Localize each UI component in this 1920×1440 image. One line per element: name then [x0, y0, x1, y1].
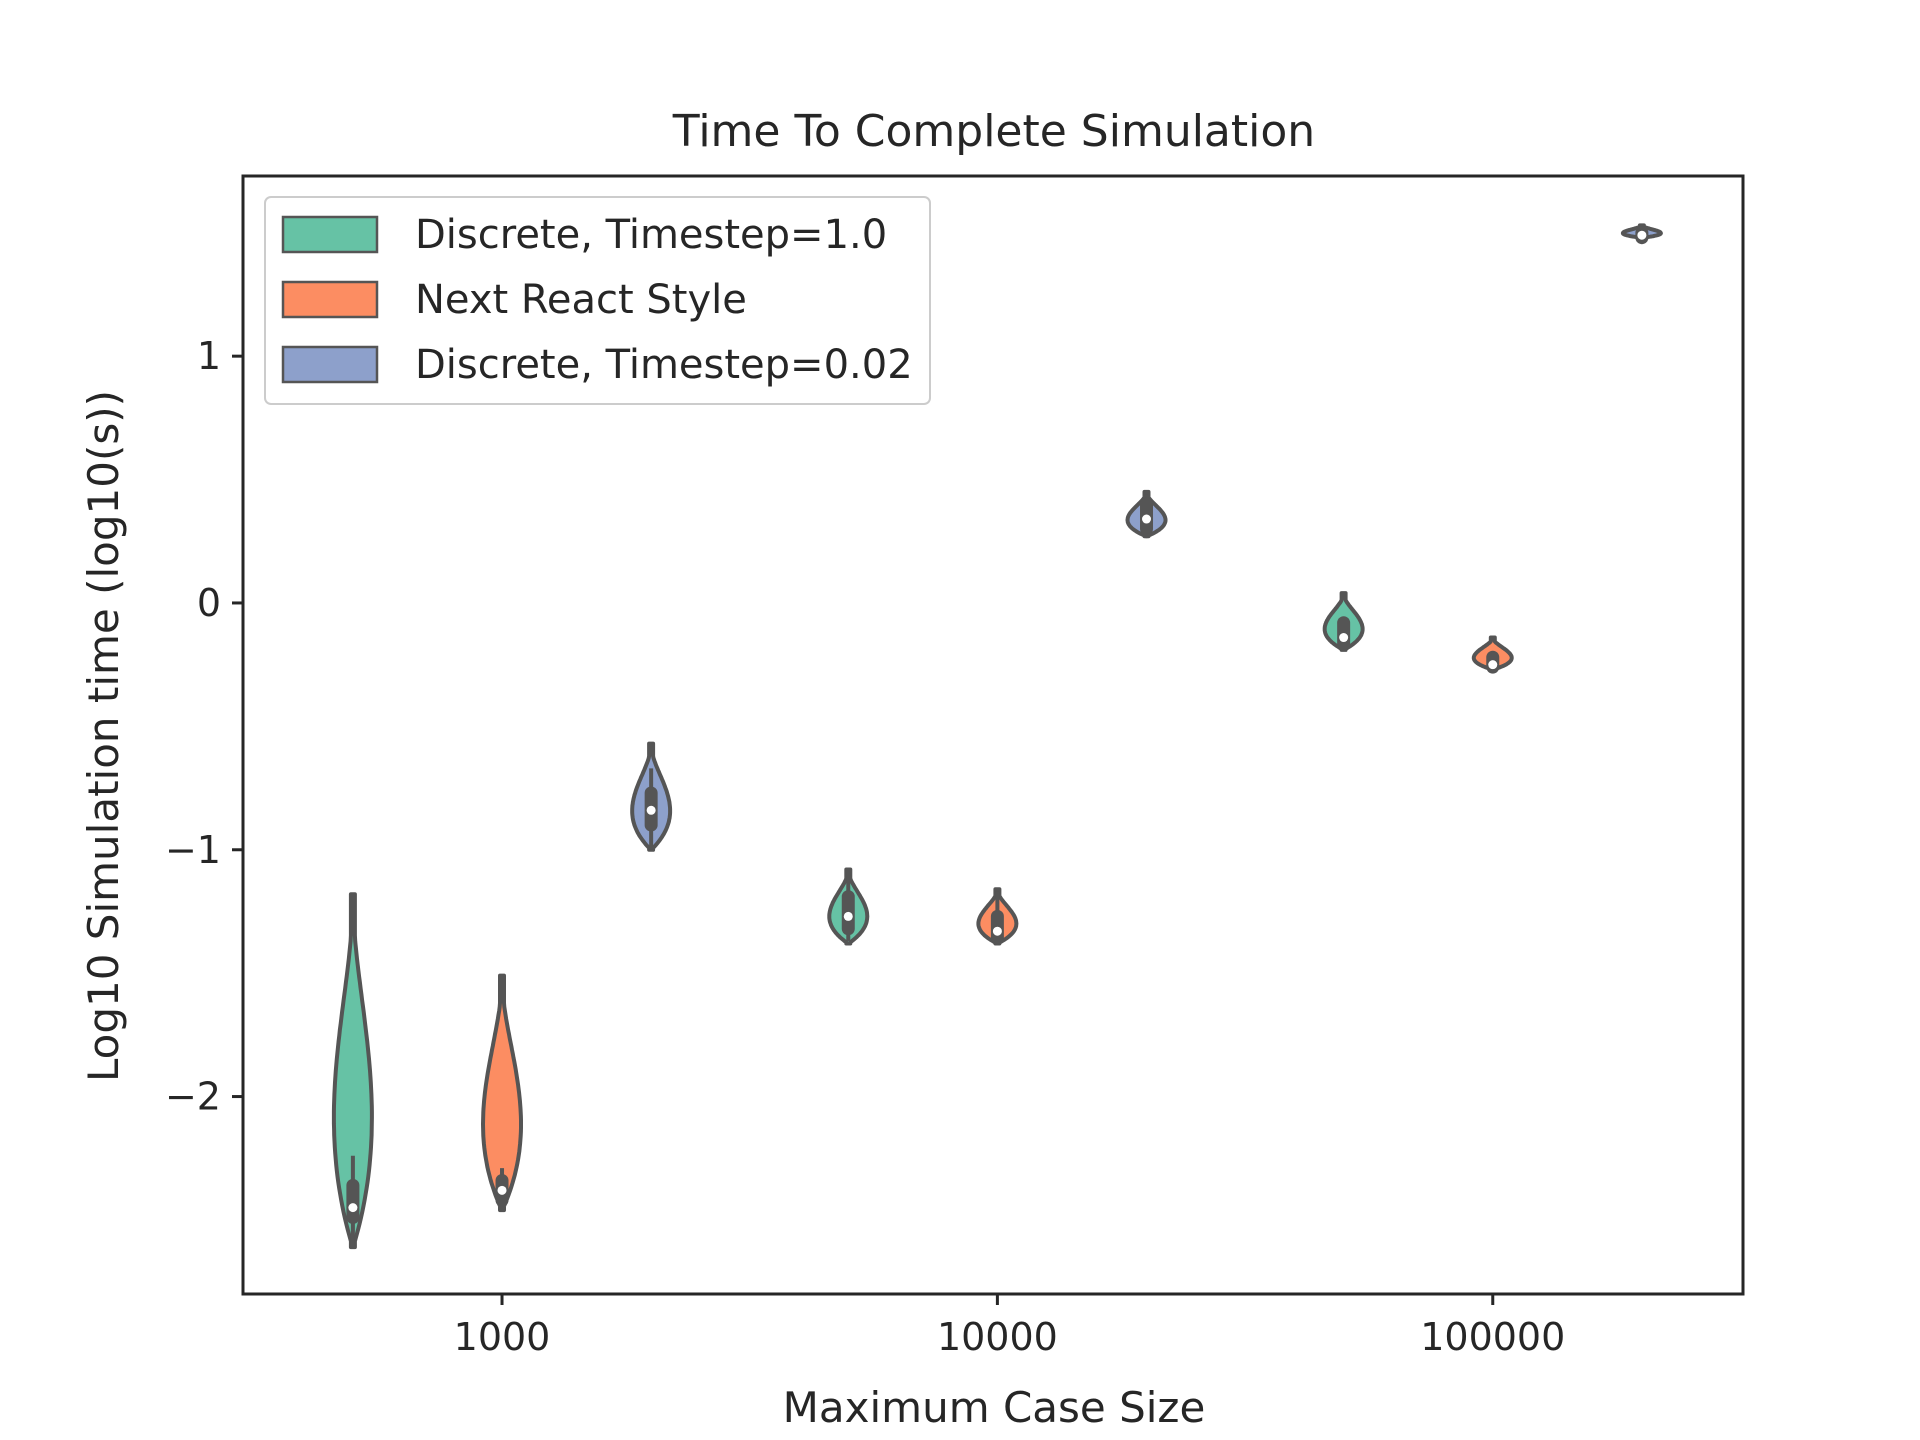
violin-next-react-style-1000	[481, 973, 523, 1213]
x-axis-ticks: 1000 10000 100000	[454, 1294, 1565, 1359]
plot-frame	[241, 174, 1745, 1296]
y-tick-label: 0	[197, 581, 221, 625]
legend: Discrete, Timestep=1.0 Next React Style Di…	[264, 196, 931, 405]
x-tick-label: 10000	[937, 1315, 1058, 1359]
violin-layer	[331, 223, 1663, 1250]
legend-label-next-react-style: Next React Style	[415, 277, 747, 323]
violin-median-dot	[348, 1203, 358, 1213]
legend-box	[264, 196, 931, 405]
x-tick-label: 1000	[454, 1315, 551, 1359]
legend-swatch-discrete-timestep-1-0	[281, 215, 379, 254]
y-tick-label: 1	[197, 334, 221, 378]
legend-label-discrete-timestep-1-0: Discrete, Timestep=1.0	[415, 212, 887, 258]
y-tick-label: −2	[165, 1075, 221, 1119]
x-tick-label: 100000	[1420, 1315, 1565, 1359]
y-tick-label: −1	[165, 828, 221, 872]
violin-discrete-timestep-1-0-500	[331, 892, 374, 1250]
legend-swatch-discrete-timestep-0-02	[281, 345, 379, 384]
violin-median-dot	[1637, 230, 1647, 240]
violin-median-dot	[1339, 633, 1349, 643]
violin-median-dot	[497, 1185, 507, 1195]
legend-swatch-next-react-style	[281, 280, 379, 319]
legend-label-discrete-timestep-0-02: Discrete, Timestep=0.02	[415, 342, 913, 388]
violin-median-dot	[843, 911, 853, 921]
violin-median-dot	[992, 926, 1002, 936]
y-axis-label: Log10 Simulation time (log10(s))	[79, 390, 128, 1082]
x-axis-label: Maximum Case Size	[783, 1383, 1206, 1432]
y-axis-ticks: −2 −1 0 1	[165, 334, 243, 1119]
chart-title: Time To Complete Simulation	[672, 106, 1315, 157]
violin-median-dot	[646, 805, 656, 815]
violin-median-dot	[1142, 514, 1152, 524]
violin-median-dot	[1488, 660, 1498, 670]
